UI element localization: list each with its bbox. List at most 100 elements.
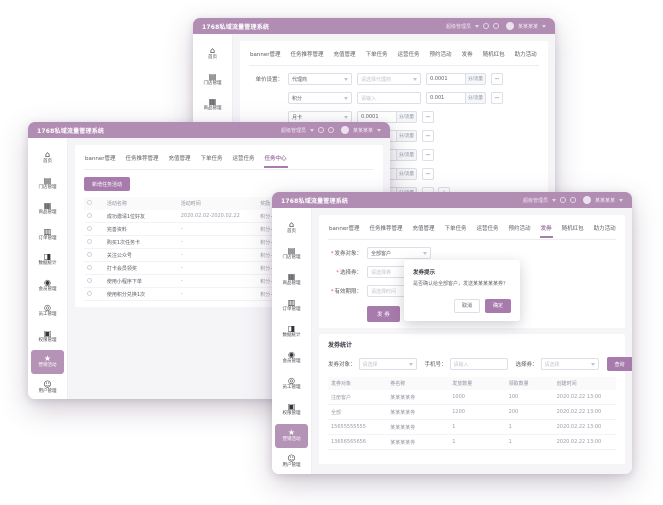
filter-control[interactable]: 请选择 — [358, 358, 417, 370]
tab[interactable]: 运营任务 — [476, 226, 499, 232]
remove-row-button[interactable]: − — [422, 130, 435, 142]
row-checkbox[interactable] — [87, 238, 92, 244]
fullscreen-icon[interactable] — [317, 127, 324, 133]
remove-row-button[interactable]: − — [422, 168, 435, 180]
tab[interactable]: 充值管理 — [412, 226, 435, 232]
user-menu[interactable]: 超级管理员 — [522, 197, 548, 204]
value-input[interactable]: 请输入 — [357, 92, 421, 104]
sidebar-item[interactable]: ◉ 会员管理 — [31, 274, 64, 298]
price-input[interactable]: 0.001 — [426, 92, 466, 104]
sidebar-item[interactable]: ▣ 权限管理 — [31, 325, 64, 349]
stats-filters: 发券对象： 请选择 手机号： 请输入 选择券： — [328, 357, 632, 371]
sidebar-item[interactable]: ◨ 数据统计 — [275, 320, 308, 344]
tab[interactable]: 随机红包 — [482, 52, 505, 58]
row-checkbox[interactable] — [87, 264, 92, 270]
unit-addon: 分/流量 — [397, 130, 418, 142]
price-type-select[interactable]: 积分 — [288, 92, 352, 104]
tab[interactable]: banner管理 — [329, 226, 360, 232]
bell-icon[interactable] — [492, 23, 499, 29]
coupon-form-select[interactable]: 全部客户 — [367, 247, 431, 259]
tab[interactable]: 预约活动 — [429, 52, 452, 58]
coupon-claimed-count: 1 — [508, 439, 512, 445]
bell-icon[interactable] — [327, 127, 334, 133]
row-checkbox[interactable] — [87, 251, 92, 257]
row-checkbox[interactable] — [87, 290, 92, 296]
sidebar-item[interactable]: ▦ 商品管理 — [31, 197, 64, 221]
tab[interactable]: 充值管理 — [168, 156, 191, 162]
sidebar-item[interactable]: ◎ 员工管理 — [31, 299, 64, 323]
avatar[interactable] — [505, 22, 514, 30]
activity-time: - — [180, 226, 183, 232]
sidebar-item[interactable]: ◨ 数据统计 — [31, 248, 64, 272]
fullscreen-icon[interactable] — [559, 197, 566, 203]
tab[interactable]: 下单任务 — [200, 156, 223, 162]
tab[interactable]: 助力活动 — [514, 52, 537, 58]
tab[interactable]: 任务中心 — [263, 151, 288, 168]
remove-row-button[interactable]: − — [491, 92, 504, 104]
sidebar-item[interactable]: ▦ 商品管理 — [275, 268, 308, 292]
sidebar-item[interactable]: ⌂ 首页 — [31, 146, 64, 170]
sidebar-item[interactable]: ★ 营销活动 — [275, 424, 308, 448]
sidebar-item[interactable]: ⌂ 首页 — [275, 216, 308, 240]
tab[interactable]: 预约活动 — [508, 226, 531, 232]
remove-row-button[interactable]: − — [422, 149, 435, 161]
sidebar-item[interactable]: ▦ 商品管理 — [196, 93, 229, 117]
sidebar-item[interactable]: ▤ 门店管理 — [275, 242, 308, 266]
unit-addon: 分/流量 — [397, 149, 418, 161]
sidebar-item[interactable]: ☺ 用户管理 — [275, 450, 308, 474]
tab[interactable]: 发券 — [539, 221, 553, 238]
sidebar-item[interactable]: ◎ 员工管理 — [275, 372, 308, 396]
row-checkbox[interactable] — [87, 277, 92, 283]
price-type-select[interactable]: 代理商 — [288, 73, 352, 85]
avatar[interactable] — [582, 196, 591, 204]
activity-name: 完善资料 — [106, 226, 127, 233]
table-row: 使用小程序下单 - 积分+20 — [84, 275, 374, 288]
orders-icon: ▥ — [43, 226, 52, 236]
tab[interactable]: 发券 — [461, 52, 473, 58]
coupon-sent-count: 1000 — [452, 394, 465, 400]
bell-icon[interactable] — [569, 197, 576, 203]
sidebar-item[interactable]: ▥ 订单管理 — [275, 294, 308, 318]
tab[interactable]: 助力活动 — [593, 226, 616, 232]
row-checkbox[interactable] — [87, 212, 92, 218]
agent-select[interactable]: 请选择代理商 — [357, 73, 421, 85]
tab[interactable]: 运营任务 — [397, 52, 420, 58]
sidebar-item[interactable]: ☺ 用户管理 — [31, 376, 64, 400]
tab[interactable]: 下单任务 — [444, 226, 467, 232]
select-all-checkbox[interactable] — [87, 200, 92, 205]
user-menu[interactable]: 超级管理员 — [280, 127, 306, 134]
tab[interactable]: 充值管理 — [333, 52, 356, 58]
cancel-button[interactable]: 取消 — [453, 298, 480, 313]
search-button[interactable]: 查询 — [606, 357, 632, 371]
tab[interactable]: banner管理 — [250, 52, 281, 58]
tab[interactable]: 运营任务 — [232, 156, 255, 162]
sidebar-item[interactable]: ▤ 门店管理 — [196, 68, 229, 92]
fullscreen-icon[interactable] — [482, 23, 489, 29]
remove-row-button[interactable]: − — [491, 73, 504, 85]
coupon-created-time: 2020.02.22 13:00 — [556, 439, 602, 445]
sidebar-item[interactable]: ★ 营销活动 — [31, 350, 64, 374]
remove-row-button[interactable]: − — [422, 111, 435, 123]
sidebar-item[interactable]: ◉ 会员管理 — [275, 346, 308, 370]
tab[interactable]: 下单任务 — [365, 52, 388, 58]
add-task-button[interactable]: 新增任务活动 — [84, 177, 131, 191]
sidebar-item[interactable]: ⌂ 首页 — [196, 42, 229, 66]
activity-reward: 积分+20 — [260, 252, 281, 259]
tab[interactable]: 随机红包 — [561, 226, 584, 232]
sidebar-item[interactable]: ▣ 权限管理 — [275, 398, 308, 422]
confirm-button[interactable]: 确定 — [484, 298, 511, 313]
sidebar-item[interactable]: ▤ 门店管理 — [31, 172, 64, 196]
tab[interactable]: 任务推荐管理 — [125, 156, 159, 162]
user-menu[interactable]: 超级管理员 — [445, 23, 471, 30]
filter-control[interactable]: 请输入 — [449, 358, 508, 370]
row-checkbox[interactable] — [87, 225, 92, 231]
tab[interactable]: 任务推荐管理 — [369, 226, 403, 232]
filter-control[interactable]: 请选择 — [540, 358, 599, 370]
avatar[interactable] — [340, 126, 349, 134]
sidebar-item[interactable]: ▥ 订单管理 — [31, 223, 64, 247]
tab[interactable]: 任务推荐管理 — [290, 52, 324, 58]
price-input[interactable]: 0.0001 — [426, 73, 466, 85]
sidebar-item-label: 权限管理 — [38, 337, 57, 343]
send-coupon-button[interactable]: 发 券 — [367, 306, 400, 322]
tab[interactable]: banner管理 — [85, 156, 116, 162]
